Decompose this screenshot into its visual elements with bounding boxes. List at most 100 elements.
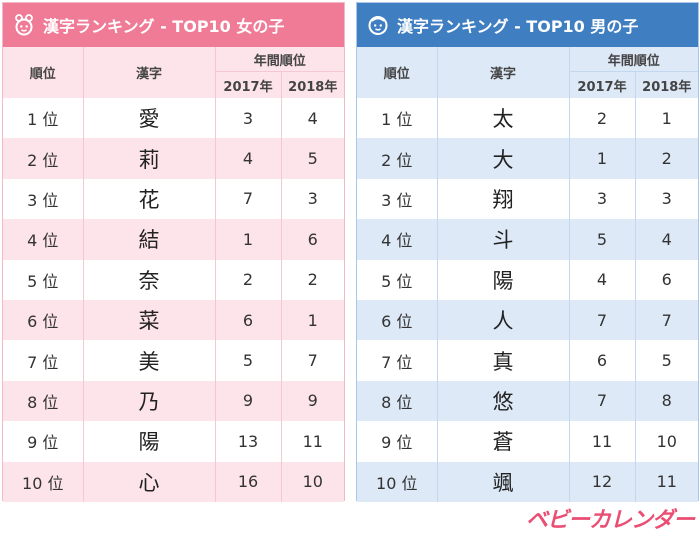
girls-panel-header: 漢字ランキング - TOP10 女の子 xyxy=(3,3,344,47)
rank-2018-cell: 6 xyxy=(281,219,345,260)
kanji-cell: 愛 xyxy=(83,98,216,139)
rank-2017-cell: 7 xyxy=(215,178,282,220)
rank-2018-cell: 1 xyxy=(281,299,345,341)
kanji-cell: 結 xyxy=(83,219,216,260)
girls-ranking-panel: 漢字ランキング - TOP10 女の子 順位 漢字 年間順位 2017年 201… xyxy=(2,2,345,502)
boys-panel-title: 漢字ランキング - TOP10 男の子 xyxy=(397,17,639,36)
rank-2017-cell: 6 xyxy=(215,299,282,341)
rank-2018-cell: 2 xyxy=(307,270,318,290)
rank-2018-cell: 10 xyxy=(656,431,677,451)
kanji-cell: 菜 xyxy=(83,299,216,341)
rank-2017-cell: 4 xyxy=(569,259,636,300)
boys-panel-header: 漢字ランキング - TOP10 男の子 xyxy=(357,3,698,47)
rank-cell: 8 位 xyxy=(357,380,438,422)
kanji-cell: 斗 xyxy=(437,219,570,260)
rank-cell: 2 位 xyxy=(3,138,84,179)
rank-2018-cell: 8 xyxy=(635,380,699,422)
rank-2018-cell: 11 xyxy=(635,461,699,502)
boy-face-icon xyxy=(368,16,388,35)
year-2018-header: 2018年 xyxy=(635,71,699,98)
rank-cell: 7 位 xyxy=(3,340,84,381)
kanji-cell: 陽 xyxy=(83,421,216,462)
rank-2018-cell: 7 xyxy=(635,299,699,341)
kanji-cell: 陽 xyxy=(437,259,570,300)
year-2018-header: 2018年 xyxy=(281,71,345,98)
rank-2018-cell: 5 xyxy=(661,351,672,371)
rank-cell: 3 位 xyxy=(3,178,84,220)
kanji-cell: 人 xyxy=(437,299,570,341)
yearly-rank-header: 年間順位 xyxy=(215,47,345,72)
rank-2017-cell: 1 xyxy=(215,219,282,260)
rank-2017-cell: 2 xyxy=(569,98,636,139)
rank-2018-cell: 4 xyxy=(635,219,699,260)
kanji-cell: 悠 xyxy=(437,380,570,422)
baby-calendar-logo: ベビーカレンダー xyxy=(525,508,695,533)
table-row: 9 位陽 13 11 xyxy=(3,421,344,462)
rank-cell: 8 位 xyxy=(3,380,84,422)
girl-face-icon xyxy=(15,14,33,36)
rank-2018-cell: 3 xyxy=(661,189,672,209)
table-row: 9 位蒼 11 10 xyxy=(357,421,698,462)
rank-2017-cell: 7 xyxy=(569,299,636,341)
year-2017-header: 2017年 xyxy=(215,71,282,98)
rank-2017-cell: 5 xyxy=(569,219,636,260)
kanji-column-header: 漢字 xyxy=(83,47,216,98)
rank-cell: 10 位 xyxy=(3,461,84,502)
kanji-cell: 奈 xyxy=(83,259,216,300)
kanji-cell: 花 xyxy=(83,178,216,220)
kanji-cell: 翔 xyxy=(437,178,570,220)
rank-cell: 1 位 xyxy=(3,98,84,139)
kanji-cell: 大 xyxy=(437,138,570,179)
rank-cell: 2 位 xyxy=(357,138,438,179)
girls-panel-title: 漢字ランキング - TOP10 女の子 xyxy=(43,17,285,36)
rank-cell: 5 位 xyxy=(3,259,84,300)
rank-cell: 9 位 xyxy=(357,421,438,462)
rank-2018-cell: 11 xyxy=(302,431,323,451)
rank-2018-cell: 10 xyxy=(281,461,345,502)
rank-2017-cell: 12 xyxy=(569,461,636,502)
rank-2017-cell: 16 xyxy=(215,461,282,502)
rank-2018-cell: 5 xyxy=(281,138,345,179)
boys-ranking-panel: 漢字ランキング - TOP10 男の子 順位 漢字 年間順位 2017年 201… xyxy=(356,2,699,502)
kanji-cell: 美 xyxy=(83,340,216,381)
rank-2017-cell: 2 xyxy=(215,259,282,300)
rank-2018-cell: 2 xyxy=(635,138,699,179)
kanji-column-header: 漢字 xyxy=(437,47,570,98)
table-row: 10 位颯 12 11 xyxy=(357,461,699,502)
rank-2017-cell: 5 xyxy=(215,340,282,381)
rank-cell: 5 位 xyxy=(357,259,438,300)
rank-2017-cell: 3 xyxy=(215,98,282,139)
kanji-cell: 颯 xyxy=(437,461,570,502)
rank-2017-cell: 4 xyxy=(215,138,282,179)
rank-2018-cell: 1 xyxy=(661,108,672,128)
rank-cell: 4 位 xyxy=(357,219,438,260)
rank-cell: 6 位 xyxy=(357,299,438,341)
yearly-rank-header: 年間順位 xyxy=(569,47,699,72)
rank-2018-cell: 6 xyxy=(661,270,672,290)
rank-2018-cell: 3 xyxy=(307,189,318,209)
rank-2017-cell: 6 xyxy=(569,340,636,381)
rank-column-header: 順位 xyxy=(3,47,84,98)
rank-cell: 1 位 xyxy=(357,98,438,139)
rank-2017-cell: 1 xyxy=(569,138,636,179)
rank-cell: 4 位 xyxy=(3,219,84,260)
kanji-cell: 蒼 xyxy=(437,421,570,462)
rank-column-header: 順位 xyxy=(357,47,438,98)
rank-2017-cell: 7 xyxy=(569,380,636,422)
rank-2018-cell: 7 xyxy=(307,351,318,371)
